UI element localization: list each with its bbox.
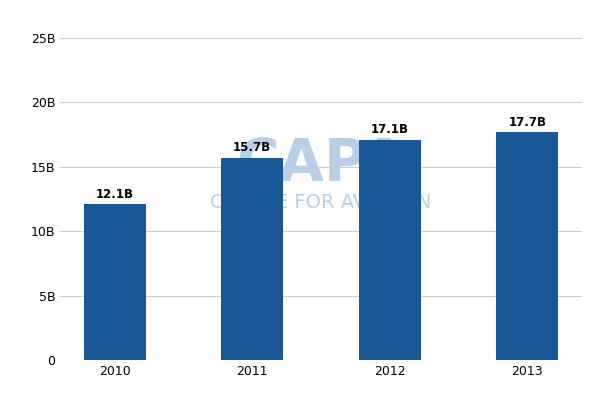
Text: CENTRE FOR AVIATION: CENTRE FOR AVIATION [211,193,431,212]
Text: 12.1B: 12.1B [95,188,134,201]
Text: 17.1B: 17.1B [371,123,409,136]
Bar [496,132,558,360]
Text: 17.7B: 17.7B [508,116,547,129]
Bar [221,158,283,360]
Text: 15.7B: 15.7B [233,142,271,154]
Bar [84,204,146,360]
Bar [359,140,421,360]
Text: CAPA: CAPA [236,136,406,193]
